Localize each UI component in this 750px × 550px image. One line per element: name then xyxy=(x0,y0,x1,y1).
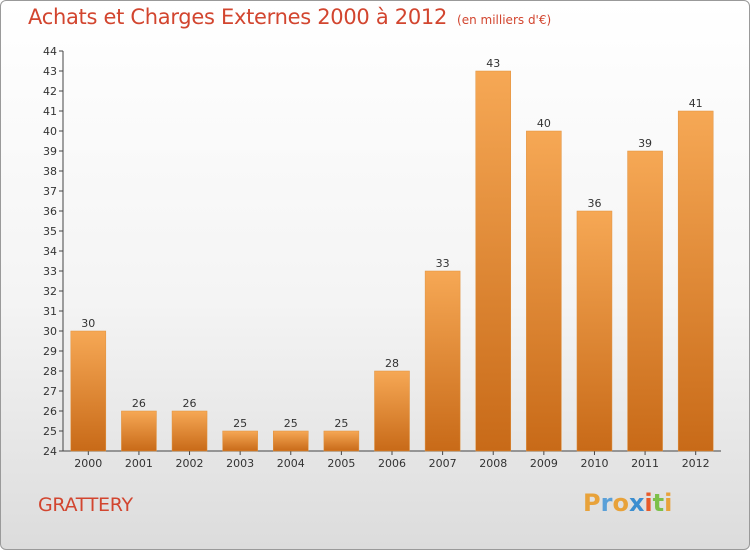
bar-value-label: 25 xyxy=(233,417,247,430)
bar xyxy=(475,70,511,452)
bar xyxy=(526,130,562,452)
x-tick-label: 2010 xyxy=(580,457,608,470)
y-tick-label: 39 xyxy=(43,145,57,158)
bar xyxy=(171,410,208,452)
y-tick-label: 35 xyxy=(43,225,57,238)
bar xyxy=(424,270,461,452)
y-tick-label: 42 xyxy=(43,85,57,98)
logo-letter: i xyxy=(664,489,673,517)
bar-value-label: 39 xyxy=(638,137,652,150)
x-tick-label: 2005 xyxy=(327,457,355,470)
x-tick-label: 2003 xyxy=(226,457,254,470)
x-tick-label: 2001 xyxy=(125,457,153,470)
logo-letter: i xyxy=(644,489,653,517)
x-tick-label: 2008 xyxy=(479,457,507,470)
y-tick-label: 44 xyxy=(43,45,57,58)
y-tick-label: 26 xyxy=(43,405,57,418)
x-tick-label: 2012 xyxy=(682,457,710,470)
bar-value-label: 33 xyxy=(436,257,450,270)
bar xyxy=(323,430,360,452)
bar xyxy=(70,330,107,452)
bar xyxy=(121,410,157,452)
bar-value-label: 30 xyxy=(81,317,95,330)
title-row: Achats et Charges Externes 2000 à 2012 (e… xyxy=(28,5,551,29)
y-tick-label: 28 xyxy=(43,365,57,378)
y-tick-label: 36 xyxy=(43,205,57,218)
bar-value-label: 25 xyxy=(334,417,348,430)
x-tick-label: 2006 xyxy=(378,457,406,470)
bar-value-label: 26 xyxy=(132,397,146,410)
y-tick-label: 32 xyxy=(43,285,57,298)
y-tick-label: 40 xyxy=(43,125,57,138)
logo-letter: t xyxy=(652,489,665,517)
bar-value-label: 36 xyxy=(587,197,601,210)
x-tick-label: 2009 xyxy=(530,457,558,470)
x-tick-label: 2004 xyxy=(277,457,305,470)
logo-letter: P xyxy=(583,489,601,517)
bar-value-label: 28 xyxy=(385,357,399,370)
y-tick-label: 38 xyxy=(43,165,57,178)
x-tick-label: 2002 xyxy=(176,457,204,470)
logo-letter: x xyxy=(628,489,645,517)
bar xyxy=(273,430,309,452)
bar xyxy=(627,150,663,452)
bar-value-label: 25 xyxy=(284,417,298,430)
y-tick-label: 25 xyxy=(43,425,57,438)
bar xyxy=(576,210,613,452)
y-tick-label: 24 xyxy=(43,445,57,458)
y-tick-label: 27 xyxy=(43,385,57,398)
y-tick-label: 30 xyxy=(43,325,57,338)
bar-value-label: 26 xyxy=(183,397,197,410)
place-name: GRATTERY xyxy=(38,494,133,516)
bar xyxy=(374,370,410,452)
logo-letter: o xyxy=(612,489,629,517)
chart-bars: 30 26 26 25 25 25 28 33 43 40 36 39 41 xyxy=(70,57,714,452)
y-tick-label: 33 xyxy=(43,265,57,278)
chart-axes: 24 25 26 27 28 29 30 31 32 33 34 35 36 37 38 39 40 41 42 43… xyxy=(43,45,721,470)
bar-value-label: 43 xyxy=(486,57,500,70)
bar-value-label: 40 xyxy=(537,117,551,130)
logo-letter: r xyxy=(600,489,613,517)
x-tick-label: 2011 xyxy=(631,457,659,470)
y-tick-label: 43 xyxy=(43,65,57,78)
bar xyxy=(222,430,258,452)
proxiti-logo: Proxiti xyxy=(583,489,672,517)
x-tick-label: 2000 xyxy=(74,457,102,470)
y-tick-label: 37 xyxy=(43,185,57,198)
y-tick-label: 34 xyxy=(43,245,57,258)
x-tick-label: 2007 xyxy=(429,457,457,470)
chart-subtitle: (en milliers d'€) xyxy=(457,13,552,27)
bar-value-label: 41 xyxy=(689,97,703,110)
y-tick-label: 29 xyxy=(43,345,57,358)
bar xyxy=(677,110,714,452)
y-tick-label: 31 xyxy=(43,305,57,318)
y-tick-label: 41 xyxy=(43,105,57,118)
chart-title: Achats et Charges Externes 2000 à 2012 xyxy=(28,5,448,29)
